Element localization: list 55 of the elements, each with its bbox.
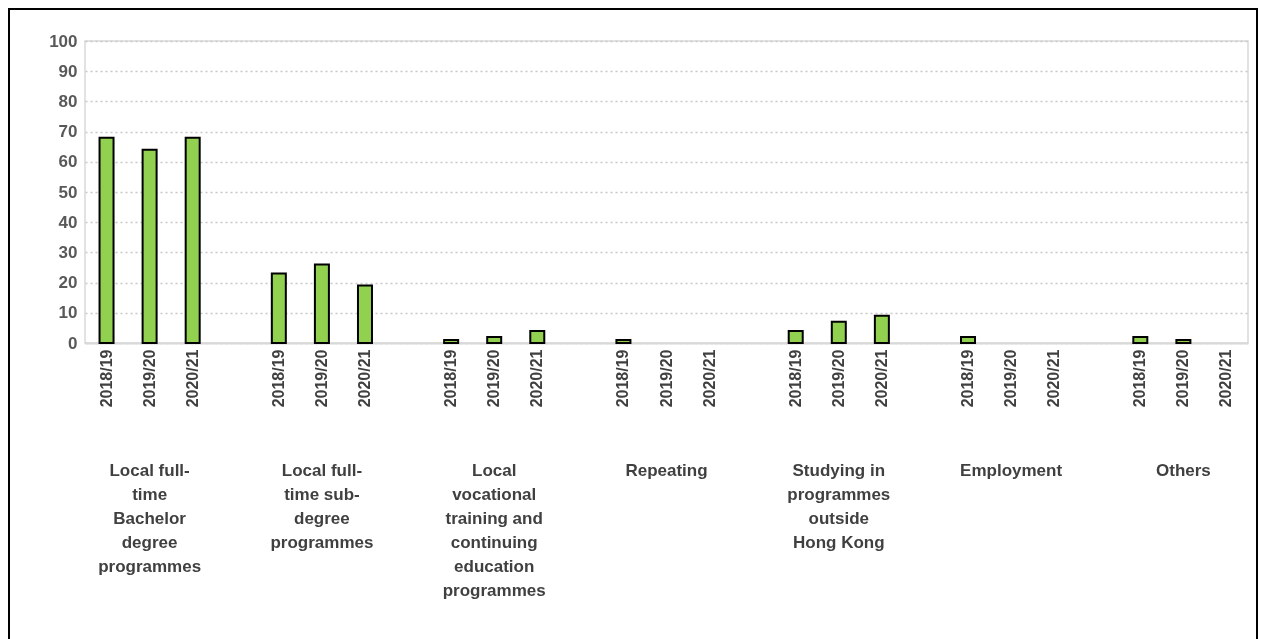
x-tick-label: 2019/20 [1174,349,1192,408]
y-tick-label: 40 [58,212,78,232]
text: Studying in programmes outside Hong Kong [787,461,891,552]
x-tick-label: 2020/21 [528,349,546,408]
bar [960,335,977,344]
x-tick-label: 2019/20 [312,349,330,408]
x-tick-label: 2020/21 [1217,349,1235,408]
x-tick-label: 2020/21 [872,349,890,408]
text: Local full- time sub- degree programmes [270,461,374,552]
bar [98,136,115,344]
x-tick-label: 2018/19 [269,349,287,408]
bar [486,335,503,344]
x-tick-label: 2018/19 [959,349,977,408]
y-tick-label: 70 [58,122,78,142]
bar [270,272,287,344]
bar [787,329,804,344]
y-tick-label: 0 [68,333,78,353]
bar [184,136,201,344]
text: Local vocational training and continuing education programmes [442,461,546,600]
bar [615,338,632,344]
bar [529,329,546,344]
x-tick-label: 2020/21 [700,349,718,408]
x-tick-label: 2019/20 [140,349,158,408]
text: Employment [960,461,1063,480]
y-tick-label: 30 [58,242,78,262]
y-tick-label: 80 [58,91,78,111]
bar [873,314,890,344]
x-tick-label: 2020/21 [1045,349,1063,408]
x-tick-label: 2018/19 [1131,349,1149,408]
text: Local full- time Bachelor degree programmes [98,461,202,576]
x-tick-label: 2020/21 [183,349,201,408]
bar [830,320,847,344]
bar [443,338,460,344]
x-tick-label: 2019/20 [657,349,675,408]
y-tick-label: 60 [58,152,78,172]
y-tick-label: 20 [58,273,78,293]
x-tick-label: 2019/20 [485,349,503,408]
bar [1175,338,1192,344]
bar [356,284,373,344]
x-tick-label: 2018/19 [614,349,632,408]
y-tick-label: 50 [58,182,78,202]
text: Others [1155,461,1211,480]
x-tick-label: 2018/19 [97,349,115,408]
y-tick-label: 90 [58,61,78,81]
text: Repeating [625,461,708,480]
x-tick-label: 2018/19 [442,349,460,408]
y-tick-label: 100 [49,31,78,51]
x-tick-label: 2019/20 [829,349,847,408]
x-tick-label: 2020/21 [355,349,373,408]
x-tick-label: 2018/19 [786,349,804,408]
x-tick-label: 2019/20 [1002,349,1020,408]
y-tick-label: 10 [58,303,78,323]
bar [141,148,158,344]
bar [1132,335,1149,344]
bar [313,263,330,344]
